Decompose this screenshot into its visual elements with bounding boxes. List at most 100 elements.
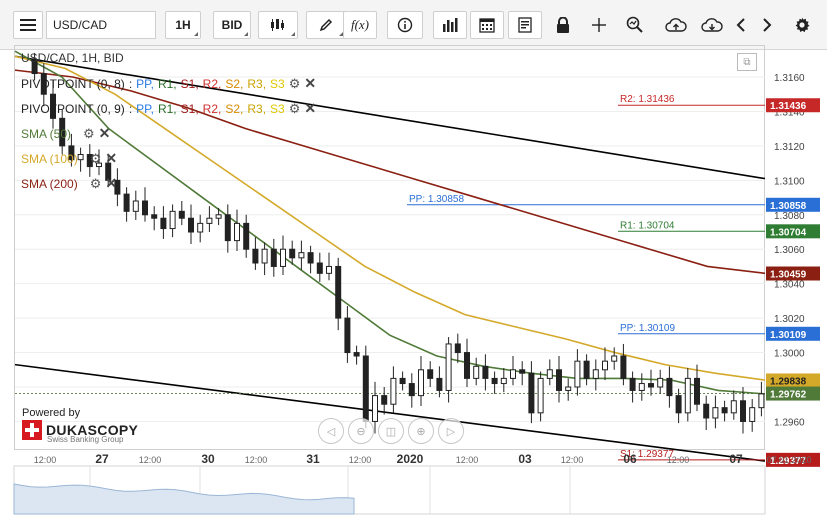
candle-body: [675, 395, 682, 414]
chart-type-button[interactable]: [258, 11, 298, 39]
candle-body: [666, 377, 673, 397]
close-icon[interactable]: ✕: [98, 125, 111, 141]
brand-name: DUKASCOPY: [46, 422, 139, 438]
candle-body: [721, 407, 728, 414]
symbol-value: USD/CAD: [53, 18, 108, 32]
gear-icon[interactable]: ⚙: [89, 150, 102, 166]
price-tags: 1.31436 1.30858 1.30704 1.30459 1.30109 1.298…: [766, 98, 820, 467]
legend-separator: :: [128, 76, 133, 91]
candle-body: [574, 360, 581, 388]
reset-view-button[interactable]: ◫: [378, 418, 404, 444]
time-ticks: 12:00 27 12:00 30 12:00 31 12:00 2020 12:00 03 12:…: [34, 452, 812, 466]
download-button[interactable]: [697, 11, 727, 39]
volume-button[interactable]: [433, 11, 467, 39]
legend-title: SMA (200): [21, 176, 78, 191]
lock-icon: [557, 17, 569, 33]
legend-sma-100: SMA (100) ⚙ ✕: [21, 150, 117, 167]
legend-title: SMA (100): [21, 151, 78, 166]
candle-body: [307, 252, 314, 264]
price-tag-label: 1.30459: [770, 270, 807, 281]
gear-icon[interactable]: ⚙: [89, 175, 102, 191]
price-tag-label: 1.30704: [770, 227, 807, 238]
lock-button[interactable]: [551, 11, 575, 39]
pivot-label: S1: 1.29377: [620, 449, 674, 460]
candle-body: [289, 248, 296, 259]
legend-sma-50: SMA (50) ⚙ ✕: [21, 125, 110, 142]
close-icon[interactable]: ✕: [304, 75, 317, 91]
news-button[interactable]: [508, 11, 542, 39]
legend-level: S1,: [180, 76, 199, 91]
zoom-out-button[interactable]: ⊖: [348, 418, 374, 444]
scroll-left-button[interactable]: [730, 11, 752, 39]
info-button[interactable]: [387, 11, 423, 39]
candle-body: [50, 93, 56, 119]
close-icon[interactable]: ✕: [304, 100, 317, 116]
pan-left-button[interactable]: ◁: [318, 418, 344, 444]
drawing-button[interactable]: [306, 11, 346, 39]
price-tag-bg: [766, 452, 820, 467]
legend-pivot-8: PIVOTPOINT (0, 8): PP, R1, S1, R2, S2, R3, S3 ⚙ ✕: [21, 75, 316, 92]
candle-body: [298, 252, 305, 259]
navigator-area: [13, 483, 355, 515]
pencil-icon: [319, 18, 333, 32]
price-tag-bg: [766, 373, 820, 388]
price-tick-label: 1.3000: [774, 349, 805, 360]
zoom-button[interactable]: [623, 11, 647, 39]
trendline: [14, 363, 766, 462]
side-button[interactable]: BID: [213, 11, 251, 39]
candle-body: [252, 248, 259, 264]
candle-body: [105, 162, 112, 181]
pan-right-button[interactable]: ▷: [438, 418, 464, 444]
price-tag-label: 1.29377: [770, 456, 807, 467]
time-tick-label: 31: [306, 452, 320, 466]
bar-chart-icon: [443, 18, 458, 32]
candle-body: [629, 377, 636, 391]
legend-title: PIVOTPOINT (0, 8): [21, 76, 125, 91]
settings-button[interactable]: [790, 11, 814, 39]
candle-body: [151, 214, 158, 219]
candle-body: [694, 377, 700, 405]
calendar-button[interactable]: [470, 11, 504, 39]
legend-level: R2,: [202, 76, 222, 91]
gear-icon[interactable]: ⚙: [288, 75, 301, 91]
candle-body: [464, 352, 470, 379]
crosshair-button[interactable]: [587, 11, 611, 39]
price-tick-label: 1.3020: [774, 314, 805, 325]
time-tick-label: 12:00: [139, 455, 162, 465]
chart-area[interactable]: [14, 45, 765, 450]
hamburger-icon: [20, 19, 36, 31]
candle-body: [77, 154, 84, 161]
candle-body: [215, 214, 222, 219]
time-tick-label: 07: [729, 452, 743, 466]
legend-level: S2,: [225, 76, 244, 91]
upload-button[interactable]: [661, 11, 691, 39]
instrument-label: USD/CAD, 1H, BID: [21, 51, 124, 65]
zoom-icon: [626, 16, 643, 33]
candle-body: [316, 262, 323, 274]
price-tick-label: 1.3120: [774, 142, 805, 153]
legend-level: S3: [270, 76, 285, 91]
zoom-in-button[interactable]: ⊕: [408, 418, 434, 444]
price-tag-bg: [766, 326, 820, 341]
gear-icon[interactable]: ⚙: [83, 125, 95, 141]
gear-icon[interactable]: ⚙: [288, 100, 301, 116]
candle-body: [537, 377, 544, 414]
candle-body: [592, 369, 599, 379]
candle-body: [86, 154, 93, 168]
candle-body: [270, 248, 277, 267]
candle-body: [68, 145, 75, 161]
candle-body: [454, 343, 461, 354]
timeframe-button[interactable]: 1H: [165, 11, 201, 39]
pivot-label: R1: 1.30704: [620, 220, 675, 231]
candle-body: [372, 395, 378, 422]
navigator[interactable]: [14, 466, 765, 515]
close-icon[interactable]: ✕: [105, 175, 118, 191]
candle-body: [730, 400, 737, 414]
close-icon[interactable]: ✕: [105, 150, 118, 166]
candle-body: [565, 386, 572, 391]
menu-button[interactable]: [13, 11, 43, 39]
popout-icon[interactable]: ⧉: [737, 53, 757, 71]
symbol-input[interactable]: USD/CAD: [46, 11, 156, 39]
indicators-button[interactable]: f(x): [343, 11, 377, 39]
scroll-right-button[interactable]: [756, 11, 778, 39]
